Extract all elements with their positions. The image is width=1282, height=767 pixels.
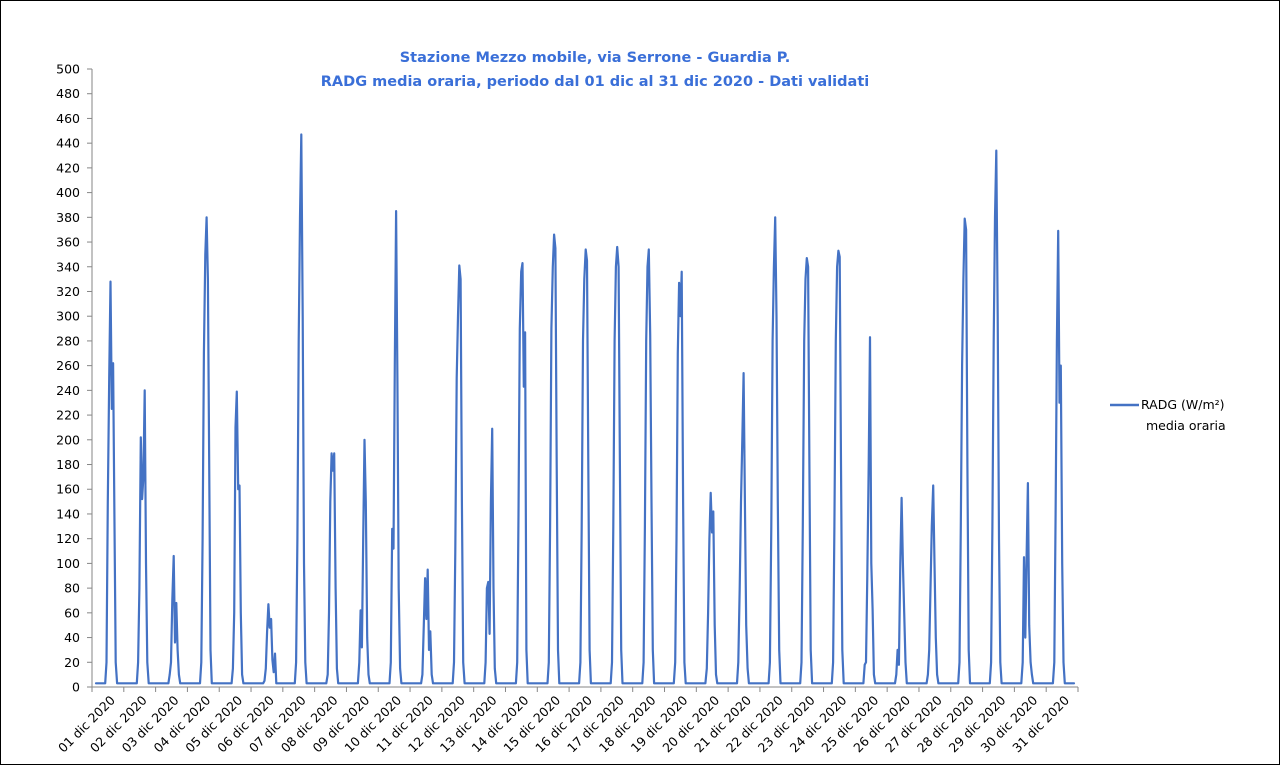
y-tick-label: 220 xyxy=(56,408,80,423)
y-tick-label: 0 xyxy=(72,680,80,695)
y-tick-label: 60 xyxy=(64,605,80,620)
chart-title-line-1: Stazione Mezzo mobile, via Serrone - Gua… xyxy=(400,50,791,66)
legend-label-line-1: RADG (W/m²) xyxy=(1141,397,1225,412)
y-tick-label: 360 xyxy=(56,235,80,250)
y-tick-label: 260 xyxy=(56,358,80,373)
legend-label-line-2: media oraria xyxy=(1146,418,1226,433)
y-tick-label: 500 xyxy=(56,62,80,77)
y-tick-label: 440 xyxy=(56,136,80,151)
y-tick-label: 80 xyxy=(64,581,80,596)
y-tick-label: 300 xyxy=(56,309,80,324)
legend: RADG (W/m²) media oraria xyxy=(1110,397,1226,433)
y-tick-label: 200 xyxy=(56,432,80,447)
y-tick-label: 240 xyxy=(56,383,80,398)
y-tick-label: 400 xyxy=(56,185,80,200)
y-tick-label: 120 xyxy=(56,531,80,546)
y-tick-label: 280 xyxy=(56,333,80,348)
y-tick-label: 160 xyxy=(56,482,80,497)
y-tick-label: 320 xyxy=(56,284,80,299)
y-tick-label: 20 xyxy=(64,655,80,670)
y-tick-label: 100 xyxy=(56,556,80,571)
y-tick-label: 460 xyxy=(56,111,80,126)
y-tick-label: 140 xyxy=(56,506,80,521)
chart-title-line-2: RADG media oraria, periodo dal 01 dic al… xyxy=(321,74,869,90)
y-tick-label: 40 xyxy=(64,630,80,645)
series-line-radg xyxy=(94,133,1076,685)
y-tick-label: 180 xyxy=(56,457,80,472)
series-group xyxy=(94,133,1076,685)
y-tick-label: 340 xyxy=(56,259,80,274)
y-tick-label: 420 xyxy=(56,160,80,175)
y-axis: 0 20 40 60 80 100 120 140 160 180 200 220 240 260 280 3… xyxy=(56,62,93,695)
y-tick-label: 480 xyxy=(56,86,80,101)
y-tick-label: 380 xyxy=(56,210,80,225)
